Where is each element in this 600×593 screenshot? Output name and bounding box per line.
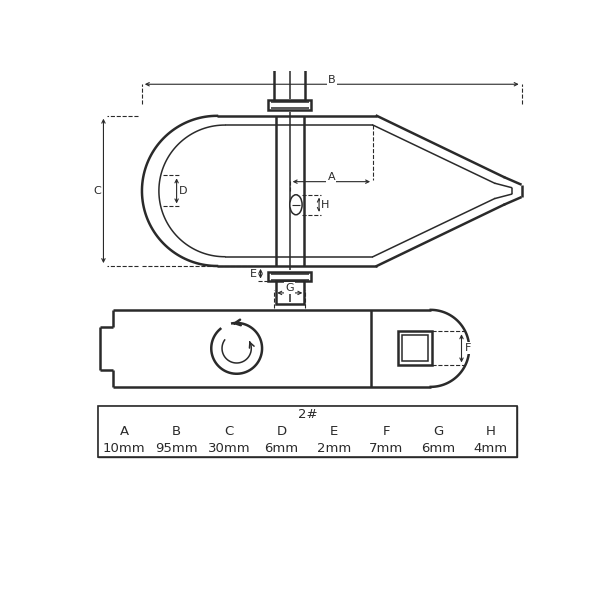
- Text: G: G: [286, 283, 294, 294]
- Bar: [98, 406, 517, 457]
- Text: B: B: [328, 75, 335, 85]
- Text: 30mm: 30mm: [208, 442, 250, 455]
- Bar: [268, 54, 311, 62]
- Text: G: G: [433, 425, 443, 438]
- Bar: [402, 335, 428, 362]
- Bar: [98, 406, 517, 423]
- Text: 2mm: 2mm: [317, 442, 351, 455]
- Text: 6mm: 6mm: [264, 442, 298, 455]
- Text: D: D: [276, 425, 286, 438]
- Text: C: C: [94, 186, 101, 196]
- Bar: [98, 440, 517, 457]
- Text: H: H: [486, 425, 496, 438]
- Text: A: A: [119, 425, 129, 438]
- Bar: [268, 100, 311, 110]
- Text: B: B: [172, 425, 181, 438]
- Text: E: E: [250, 269, 257, 279]
- Text: D: D: [179, 186, 188, 196]
- Text: 4mm: 4mm: [473, 442, 508, 455]
- Ellipse shape: [290, 195, 302, 215]
- Bar: [268, 272, 311, 281]
- Bar: [276, 281, 304, 304]
- Text: 2#: 2#: [298, 408, 317, 421]
- Text: F: F: [465, 343, 472, 353]
- Text: 10mm: 10mm: [103, 442, 146, 455]
- Text: 6mm: 6mm: [421, 442, 455, 455]
- Text: 95mm: 95mm: [155, 442, 198, 455]
- Text: E: E: [329, 425, 338, 438]
- Bar: [398, 331, 432, 365]
- Bar: [98, 423, 517, 440]
- Text: H: H: [321, 200, 329, 210]
- Text: A: A: [328, 172, 335, 182]
- Text: F: F: [382, 425, 390, 438]
- Text: 7mm: 7mm: [369, 442, 403, 455]
- Bar: [274, 62, 305, 100]
- Text: C: C: [224, 425, 233, 438]
